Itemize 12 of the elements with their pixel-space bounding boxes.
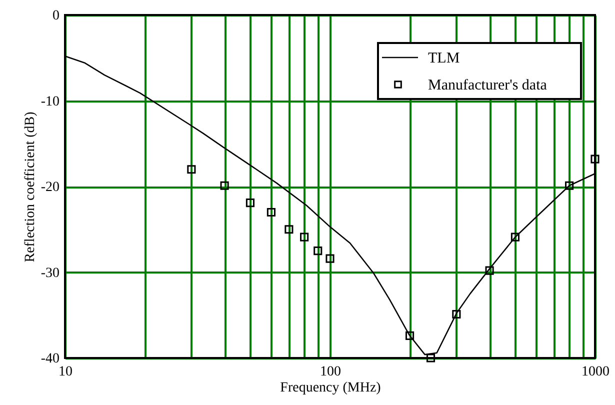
x-axis-title: Frequency (MHz) [280,380,382,396]
y-tick-label: -40 [40,352,60,366]
x-tick-label: 1000 [582,364,610,380]
x-tick-label: 100 [320,364,341,380]
y-tick-label: 0 [52,8,60,24]
legend-label: Manufacturer's data [428,78,548,94]
y-tick-label: -30 [40,266,60,281]
y-tick-label: -10 [40,94,60,110]
x-tick-label: 10 [58,364,72,380]
y-axis-title: Reflection coefficient (dB) [22,111,38,262]
y-tick-label: -20 [40,180,60,195]
legend-label: TLM [428,50,460,66]
